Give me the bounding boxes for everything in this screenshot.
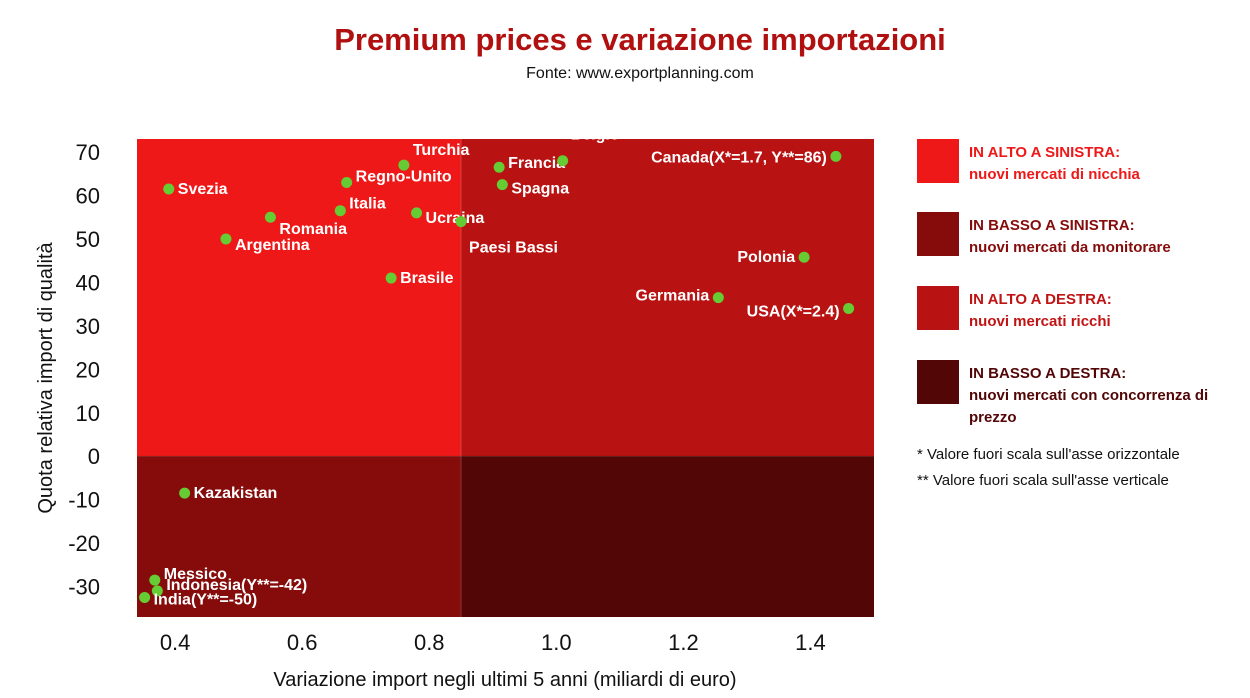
point-germania	[712, 292, 724, 304]
point-francia	[493, 161, 505, 173]
quadrant-bottom-right	[461, 456, 874, 617]
x-axis-ticks: 0.4 0.6 0.8 1.0 1.2 1.4	[160, 630, 826, 655]
point-brasile	[385, 272, 397, 284]
point-label-francia: Francia	[508, 155, 565, 172]
point-belgio	[557, 155, 569, 167]
point-label-romania: Romania	[279, 221, 347, 238]
y-axis-label: Quota relativa import di qualità	[35, 241, 57, 513]
y-tick-label: 30	[76, 314, 100, 339]
note-x-out-of-scale: * Valore fuori scala sull'asse orizzonta…	[917, 446, 1180, 463]
point-label-canada-x-1-7-y-86: Canada(X*=1.7, Y**=86)	[651, 149, 827, 166]
legend-swatch-top-right	[917, 286, 959, 330]
point-romania	[264, 211, 276, 223]
point-spagna	[496, 179, 508, 191]
y-tick-label: 40	[76, 270, 100, 295]
y-tick-label: -10	[68, 488, 100, 513]
point-ucraina	[411, 207, 423, 219]
legend-desc-bottom-left: nuovi mercati da monitorare	[969, 239, 1171, 256]
point-regno-unito	[341, 176, 353, 188]
legend-title-bottom-left: IN BASSO A SINISTRA:	[969, 217, 1135, 234]
point-paesi-bassi	[455, 216, 467, 228]
point-label-polonia: Polonia	[737, 249, 795, 266]
x-axis-label: Variazione import negli ultimi 5 anni (m…	[273, 669, 736, 691]
legend-swatch-bottom-left	[917, 212, 959, 256]
x-tick-label: 0.6	[287, 630, 318, 655]
point-india-y-50	[139, 591, 151, 603]
legend-desc-bottom-right: nuovi mercati con concorrenza di prezzo	[969, 387, 1209, 426]
point-kazakistan	[179, 487, 191, 499]
y-tick-label: -30	[68, 575, 100, 600]
chart-subtitle: Fonte: www.exportplanning.com	[526, 65, 754, 82]
x-tick-label: 0.8	[414, 630, 445, 655]
quadrant-top-right	[461, 139, 874, 457]
y-tick-label: 70	[76, 140, 100, 165]
point-label-argentina: Argentina	[235, 237, 310, 254]
x-tick-label: 1.0	[541, 630, 572, 655]
point-italia	[334, 205, 346, 217]
legend-text-top-left: IN ALTO A SINISTRA: nuovi mercati di nic…	[969, 142, 1249, 186]
point-canada-x-1-7-y-86	[830, 150, 842, 162]
y-tick-label: 0	[88, 444, 100, 469]
point-label-regno-unito: Regno-Unito	[356, 168, 452, 185]
point-label-belgio: Belgio	[571, 127, 620, 144]
point-label-turchia: Turchia	[413, 142, 470, 159]
point-label-ucraina: Ucraina	[426, 210, 485, 227]
point-label-germania: Germania	[636, 288, 710, 305]
legend-desc-top-left: nuovi mercati di nicchia	[969, 166, 1140, 183]
legend-text-bottom-left: IN BASSO A SINISTRA: nuovi mercati da mo…	[969, 215, 1249, 259]
point-argentina	[220, 233, 232, 245]
point-label-usa-x-2-4: USA(X*=2.4)	[747, 303, 840, 320]
x-tick-label: 1.4	[795, 630, 826, 655]
legend-swatch-bottom-right	[917, 360, 959, 404]
quadrant-backgrounds	[137, 139, 874, 617]
point-messico	[149, 574, 161, 586]
point-turchia	[398, 159, 410, 171]
x-tick-label: 0.4	[160, 630, 191, 655]
legend-swatch-top-left	[917, 139, 959, 183]
x-tick-label: 1.2	[668, 630, 699, 655]
legend-title-top-left: IN ALTO A SINISTRA:	[969, 144, 1121, 161]
y-tick-label: 50	[76, 227, 100, 252]
point-svezia	[163, 183, 175, 195]
point-label-paesi-bassi: Paesi Bassi	[469, 240, 558, 257]
point-usa-x-2-4	[843, 302, 855, 314]
quadrant-top-left	[137, 139, 462, 457]
y-tick-label: 20	[76, 357, 100, 382]
legend-title-top-right: IN ALTO A DESTRA:	[969, 291, 1112, 308]
legend-text-top-right: IN ALTO A DESTRA: nuovi mercati ricchi	[969, 289, 1249, 333]
point-label-indonesia-y-42: Indonesia(Y**=-42)	[166, 577, 307, 594]
chart-title: Premium prices e variazione importazioni	[334, 22, 946, 57]
scatter-chart: -30 -20 -10 0 10 20 30 40 50 60 70 0.4 0.6 0.8 1.0 1.2…	[35, 127, 874, 691]
quadrant-bottom-left	[137, 456, 462, 617]
y-axis-ticks: -30 -20 -10 0 10 20 30 40 50 60 70	[68, 140, 100, 600]
point-indonesia-y-42	[151, 585, 163, 597]
y-tick-label: 60	[76, 183, 100, 208]
y-tick-label: -20	[68, 531, 100, 556]
point-label-spagna: Spagna	[511, 181, 569, 198]
legend-desc-top-right: nuovi mercati ricchi	[969, 313, 1111, 330]
legend-title-bottom-right: IN BASSO A DESTRA:	[969, 365, 1127, 382]
legend-text-bottom-right: IN BASSO A DESTRA: nuovi mercati con con…	[969, 363, 1229, 429]
point-label-italia: Italia	[349, 196, 386, 213]
y-tick-label: 10	[76, 401, 100, 426]
point-label-messico: Messico	[164, 566, 227, 583]
note-y-out-of-scale: ** Valore fuori scala sull'asse vertical…	[917, 472, 1169, 489]
point-label-india-y-50: India(Y**=-50)	[154, 591, 258, 608]
point-label-svezia: Svezia	[178, 181, 228, 198]
point-label-brasile: Brasile	[400, 270, 453, 287]
point-polonia	[798, 251, 810, 263]
point-label-kazakistan: Kazakistan	[194, 485, 278, 502]
